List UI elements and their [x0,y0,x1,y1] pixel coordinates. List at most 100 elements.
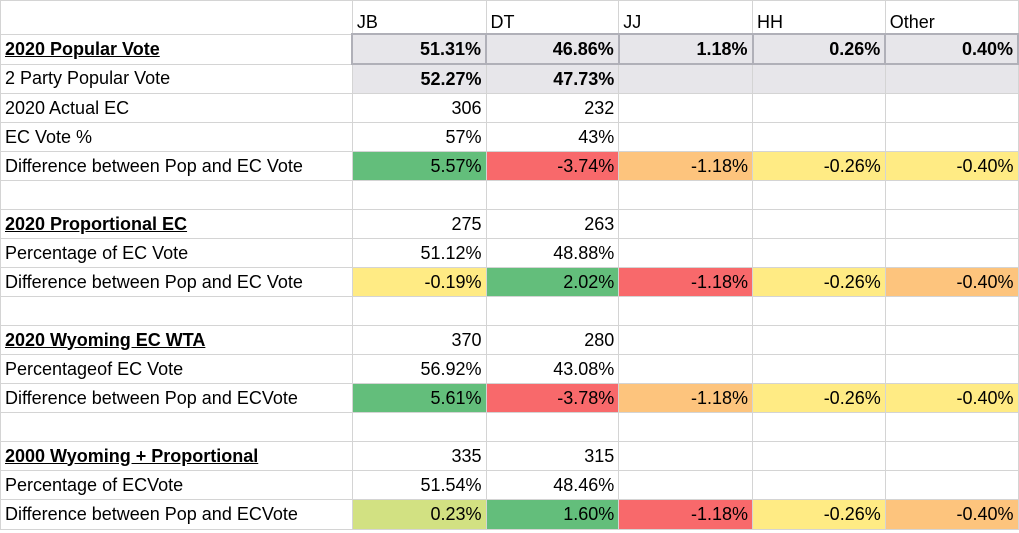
cell[interactable] [618,180,754,210]
cell[interactable] [618,412,754,442]
cell[interactable] [884,180,1019,210]
cell[interactable] [884,63,1019,94]
cell[interactable]: 51.31% [351,33,488,65]
cell[interactable] [485,296,620,326]
cell[interactable] [618,63,754,94]
cell[interactable] [752,296,886,326]
cell[interactable] [618,470,754,500]
cell[interactable]: 52.27% [351,63,487,94]
row-label[interactable]: 2020 Actual EC [0,93,353,123]
cell[interactable] [884,238,1019,268]
row-label[interactable] [0,296,353,326]
cell[interactable]: 5.57% [351,151,487,181]
cell[interactable]: 1.60% [485,499,620,530]
cell[interactable] [485,180,620,210]
cell[interactable]: 2.02% [485,267,620,297]
row-label[interactable]: Difference between Pop and ECVote [0,383,353,413]
cell[interactable] [884,325,1019,355]
cell[interactable] [752,441,886,471]
cell[interactable]: 46.86% [485,33,620,65]
cell[interactable] [618,441,754,471]
cell[interactable]: -0.26% [752,151,886,181]
cell[interactable]: -3.78% [485,383,620,413]
section-label-proportional-ec[interactable]: 2020 Proportional EC [0,209,353,239]
cell[interactable]: 1.18% [617,33,754,65]
cell[interactable]: 48.46% [485,470,620,500]
cell[interactable] [884,122,1019,152]
cell[interactable] [752,209,886,239]
cell[interactable] [485,412,620,442]
cell[interactable]: 370 [351,325,487,355]
col-header-dt[interactable]: DT [485,0,620,35]
cell[interactable] [884,354,1019,384]
cell[interactable] [884,412,1019,442]
cell[interactable] [618,209,754,239]
cell[interactable]: 335 [351,441,487,471]
cell[interactable] [752,93,886,123]
cell[interactable] [884,470,1019,500]
cell[interactable]: -0.40% [884,267,1019,297]
cell[interactable] [618,296,754,326]
cell[interactable]: 315 [485,441,620,471]
cell[interactable]: 43% [485,122,620,152]
cell[interactable] [752,325,886,355]
cell[interactable] [351,180,487,210]
cell[interactable]: 51.54% [351,470,487,500]
cell[interactable] [618,93,754,123]
cell[interactable]: -1.18% [618,151,754,181]
section-label-wyoming-wta[interactable]: 2020 Wyoming EC WTA [0,325,353,355]
row-label[interactable]: Percentage of ECVote [0,470,353,500]
cell[interactable]: 5.61% [351,383,487,413]
cell[interactable]: 57% [351,122,487,152]
cell[interactable]: -0.40% [884,499,1019,530]
cell[interactable]: 51.12% [351,238,487,268]
cell[interactable] [884,209,1019,239]
cell[interactable]: -1.18% [618,267,754,297]
cell[interactable]: -0.26% [752,383,886,413]
row-label[interactable]: Difference between Pop and EC Vote [0,267,353,297]
cell[interactable]: -0.40% [884,151,1019,181]
row-label[interactable]: Percentageof EC Vote [0,354,353,384]
cell[interactable]: 43.08% [485,354,620,384]
cell[interactable]: 56.92% [351,354,487,384]
cell[interactable]: -1.18% [618,383,754,413]
cell[interactable]: -0.26% [752,499,886,530]
section-label-wyoming-proportional[interactable]: 2000 Wyoming + Proportional [0,441,353,471]
row-label[interactable]: EC Vote % [0,122,353,152]
cell[interactable]: 48.88% [485,238,620,268]
cell[interactable]: 0.40% [884,33,1019,65]
cell[interactable] [752,412,886,442]
cell[interactable] [884,93,1019,123]
row-label[interactable] [0,412,353,442]
row-label[interactable] [0,180,353,210]
cell[interactable] [618,325,754,355]
cell[interactable] [752,354,886,384]
cell[interactable] [351,412,487,442]
col-header-jj[interactable]: JJ [618,0,754,35]
cell[interactable] [752,180,886,210]
cell[interactable] [618,122,754,152]
cell[interactable]: 275 [351,209,487,239]
cell[interactable]: -1.18% [618,499,754,530]
cell[interactable] [752,122,886,152]
cell[interactable] [884,441,1019,471]
cell[interactable] [351,296,487,326]
cell[interactable] [752,470,886,500]
row-label[interactable]: Difference between Pop and EC Vote [0,151,353,181]
row-label[interactable]: 2 Party Popular Vote [0,63,353,94]
cell[interactable]: 280 [485,325,620,355]
section-label-popular-vote[interactable]: 2020 Popular Vote [0,33,353,65]
cell[interactable] [752,238,886,268]
row-label[interactable]: Difference between Pop and ECVote [0,499,353,530]
cell[interactable] [752,63,886,94]
corner-cell[interactable] [0,0,353,35]
cell[interactable]: 306 [351,93,487,123]
cell[interactable]: -3.74% [485,151,620,181]
row-label[interactable]: Percentage of EC Vote [0,238,353,268]
col-header-jb[interactable]: JB [351,0,487,35]
cell[interactable]: -0.40% [884,383,1019,413]
cell[interactable]: -0.26% [752,267,886,297]
cell[interactable]: 263 [485,209,620,239]
col-header-other[interactable]: Other [884,0,1019,35]
cell[interactable]: 47.73% [485,63,620,94]
